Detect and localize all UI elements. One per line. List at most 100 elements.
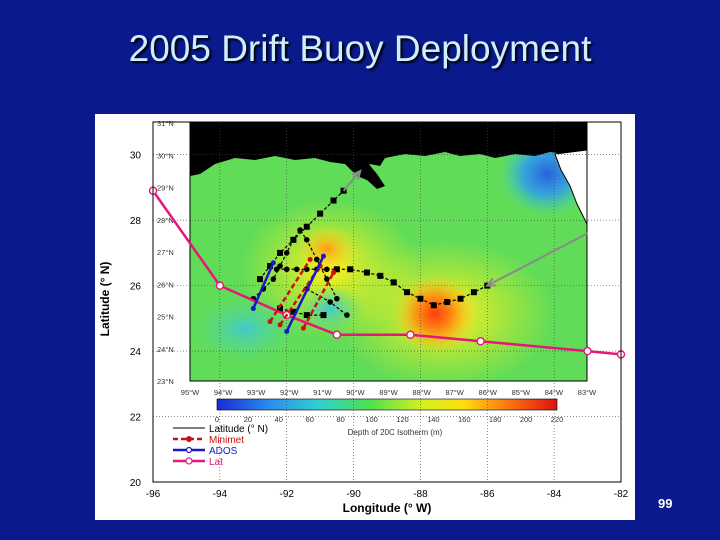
hurricane-track-marker [347,266,354,273]
page-number: 99 [658,496,673,511]
hurricane-track-marker [377,272,384,279]
x-axis-title: Longitude (° W) [343,501,432,515]
hurricane-track-marker [333,266,340,273]
hurricane-track-marker [267,263,273,269]
legend-marker-lat [185,457,193,465]
colorbar-tick-label: 40 [275,415,283,424]
hurricane-track-marker [327,299,333,305]
series-point-minimet [267,319,273,325]
hurricane-track-marker [324,266,330,273]
series-line-ados [285,255,325,333]
legend-label-ados: ADOS [209,446,238,457]
hurricane-track-marker [297,227,303,233]
series-point-minimet [277,322,283,328]
hurricane-track-marker [303,223,310,230]
inset-lat-label: 25°N [157,313,174,322]
hurricane-track-marker [303,312,310,319]
legend-marker-minimet [186,436,192,442]
y-tick-label: 22 [130,413,142,424]
inset-lat-label: 26°N [157,280,174,289]
hurricane-track-marker [314,256,320,263]
x-tick-label: -92 [279,489,294,500]
x-tick-label: -82 [614,489,629,500]
colorbar-tick-label: 220 [551,415,564,424]
hurricane-track-line [259,190,344,280]
hurricane-track-marker [283,266,290,273]
y-tick-label: 24 [130,347,142,358]
series-point-lat [332,330,342,339]
plot-frame [152,121,622,483]
hurricane-track-marker [277,305,284,312]
hurricane-track-marker [470,289,477,296]
x-tick-label: -94 [213,489,228,500]
colorbar-tick-label: 200 [520,415,533,424]
hurricane-track-marker [344,312,350,318]
colorbar-tick-label: 160 [458,415,471,424]
x-tick-label: -96 [146,489,161,500]
inset-lon-label: 95°W [181,388,200,397]
series-line-minimet [302,271,335,329]
hurricane-track-marker [290,308,297,315]
series-point-lat [406,330,415,339]
colorbar-gradient [216,398,558,411]
hurricane-track-marker [390,279,397,286]
inset-lon-label: 90°W [346,388,365,397]
hurricane-track-marker [277,249,284,256]
hurricane-track-marker [270,276,277,282]
inset-lon-label: 85°W [512,388,531,397]
colorbar-tick-label: 180 [489,415,502,424]
mississippi-delta [350,160,385,189]
x-tick-label: -90 [346,489,361,500]
hurricane-track-marker [317,210,324,217]
inset-lat-label: 27°N [157,248,174,257]
map-frame [189,122,588,382]
colorbar: 0 20 40 60 80 100 120 140 160 180 200 220 Depth of … [215,398,563,437]
colorbar-ticks: 0 20 40 60 80 100 120 140 160 180 200 220 [215,415,563,424]
series-point-ados [270,260,276,266]
hurricane-track-marker [256,276,263,283]
hurricane-track-marker [320,312,327,319]
inset-lon-label: 86°W [479,388,498,397]
inset-lon-label: 94°W [214,388,233,397]
series-line-lat [151,190,622,356]
inset-lon-label: 93°W [247,388,266,397]
inset-lon-label: 89°W [379,388,398,397]
y-axis-title: Latitude (° N) [98,262,112,337]
legend-label-lat: Lat [209,457,223,468]
arrow-layer [342,169,589,287]
loop-current-core [393,274,477,354]
inset-lat-label: 30°N [157,151,174,160]
colorbar-tick-label: 140 [427,415,440,424]
hurricane-track-marker [303,237,310,243]
colorbar-label: Depth of 20C Isotherm (m) [348,428,443,437]
hurricane-track-marker [330,197,337,204]
series-point-lat [215,281,225,290]
y-tick-label: 20 [130,478,142,489]
slide-title: 2005 Drift Buoy Deployment [128,28,592,69]
y-tick-label: 28 [130,216,142,227]
hurricane-track-marker [334,295,340,302]
series-point-ados [250,306,256,312]
series-point-ados [284,328,290,334]
florida-peninsula [554,149,587,225]
y-tick-label: 26 [130,282,142,293]
hurricane-track-marker [444,299,451,305]
inset-lon-label: 92°W [280,388,299,397]
hurricane-track-marker [363,269,370,276]
hurricane-track-marker [273,266,280,273]
cold-eddy-south [295,284,365,334]
inset-lon-label: 83°W [578,388,597,397]
series-point-minimet [331,270,337,276]
chart-panel: 31°N 30°N 29°N 28°N 27°N 26°N 25°N 24°N 23°N 95°W… [95,114,635,520]
hurricane-track-marker [290,237,297,243]
colorbar-tick-label: 120 [396,415,409,424]
hurricane-track-marker [430,302,437,309]
chart-svg: 31°N30°N29°N28°N27°N26°N25°N24°N23°N95°W… [98,119,629,515]
drift-arrow-line [486,232,589,287]
legend-marker-ados [185,446,193,454]
colorbar-tick-label: 80 [336,415,344,424]
land-coastline [190,123,587,176]
hurricane-track-marker [457,295,464,302]
hurricane-track-marker [324,276,330,282]
colorbar-tick-label: 20 [244,415,252,424]
